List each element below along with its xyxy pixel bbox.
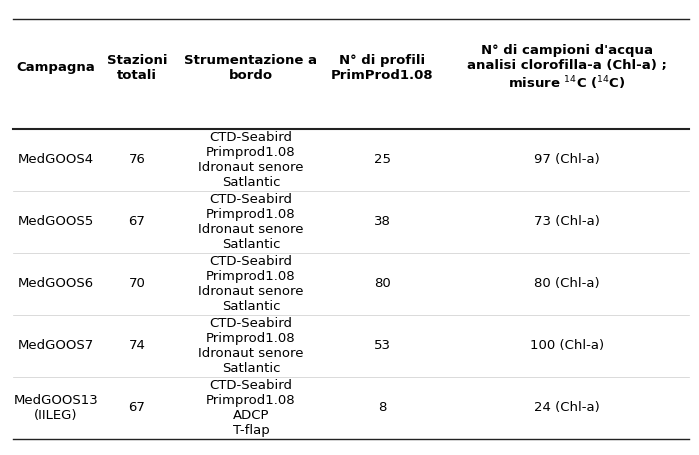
Text: 24 (Chl-a): 24 (Chl-a) (534, 401, 600, 414)
Text: 53: 53 (373, 339, 391, 352)
Text: MedGOOS6: MedGOOS6 (18, 277, 94, 290)
Text: CTD-Seabird
Primprod1.08
Idronaut senore
Satlantic: CTD-Seabird Primprod1.08 Idronaut senore… (199, 255, 303, 313)
Text: N° di profili
PrimProd1.08: N° di profili PrimProd1.08 (331, 54, 433, 82)
Text: MedGOOS13
(IILEG): MedGOOS13 (IILEG) (13, 394, 99, 422)
Text: 8: 8 (378, 401, 387, 414)
Text: CTD-Seabird
Primprod1.08
Idronaut senore
Satlantic: CTD-Seabird Primprod1.08 Idronaut senore… (199, 317, 303, 375)
Text: 38: 38 (374, 215, 391, 228)
Text: MedGOOS5: MedGOOS5 (17, 215, 94, 228)
Text: Strumentazione a
bordo: Strumentazione a bordo (185, 54, 317, 82)
Text: CTD-Seabird
Primprod1.08
Idronaut senore
Satlantic: CTD-Seabird Primprod1.08 Idronaut senore… (199, 131, 303, 189)
Text: 73 (Chl-a): 73 (Chl-a) (534, 215, 600, 228)
Text: 74: 74 (129, 339, 145, 352)
Text: 67: 67 (129, 401, 145, 414)
Text: CTD-Seabird
Primprod1.08
ADCP
T-flap: CTD-Seabird Primprod1.08 ADCP T-flap (206, 379, 296, 437)
Text: MedGOOS7: MedGOOS7 (17, 339, 94, 352)
Text: MedGOOS4: MedGOOS4 (18, 153, 94, 166)
Text: 70: 70 (129, 277, 145, 290)
Text: Stazioni
totali: Stazioni totali (107, 54, 167, 82)
Text: 100 (Chl-a): 100 (Chl-a) (530, 339, 604, 352)
Text: Campagna: Campagna (17, 61, 95, 75)
Text: 76: 76 (129, 153, 145, 166)
Text: N° di campioni d'acqua
analisi clorofilla-a (Chl-a) ;
misure $^{14}$C ($^{14}$C): N° di campioni d'acqua analisi clorofill… (467, 44, 667, 92)
Text: 80 (Chl-a): 80 (Chl-a) (534, 277, 600, 290)
Text: CTD-Seabird
Primprod1.08
Idronaut senore
Satlantic: CTD-Seabird Primprod1.08 Idronaut senore… (199, 192, 303, 251)
Text: 80: 80 (374, 277, 391, 290)
Text: 25: 25 (373, 153, 391, 166)
Text: 67: 67 (129, 215, 145, 228)
Text: 97 (Chl-a): 97 (Chl-a) (534, 153, 600, 166)
